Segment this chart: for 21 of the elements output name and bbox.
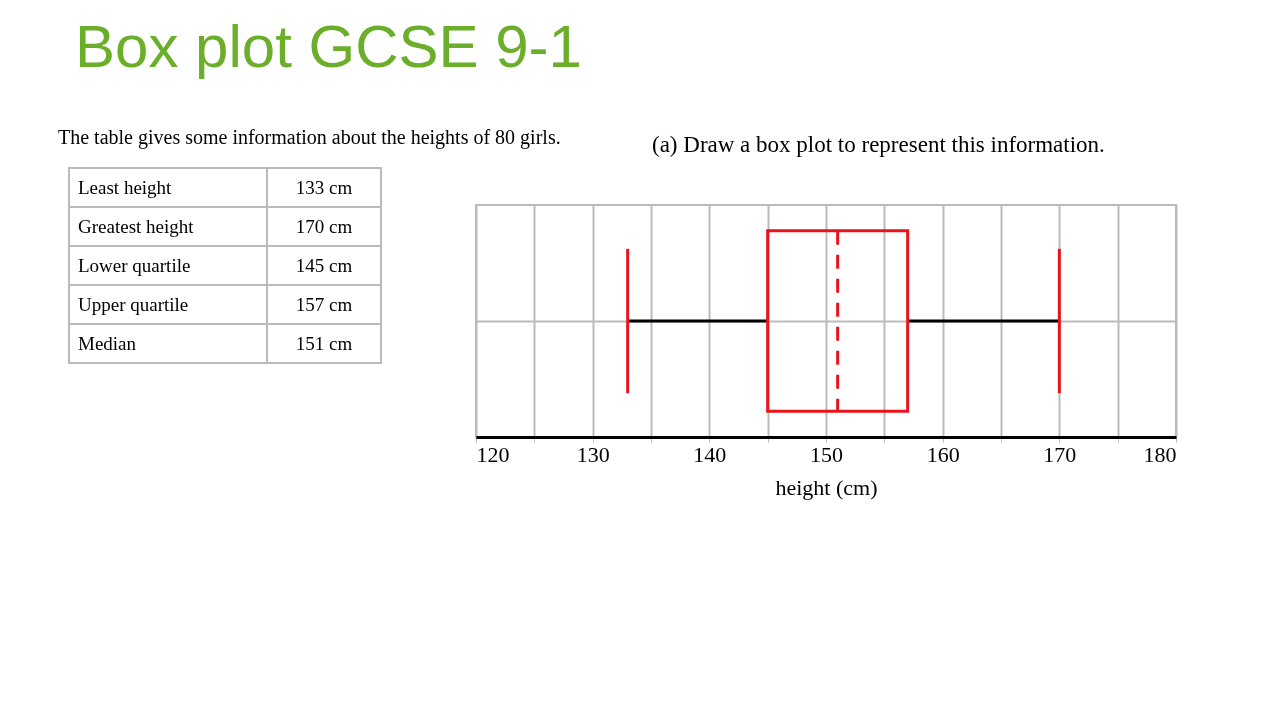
text: 157 cm bbox=[267, 285, 381, 324]
x-tick-label: 140 bbox=[693, 441, 727, 467]
x-axis-title: height (cm) bbox=[775, 474, 878, 500]
text: 170 cm bbox=[267, 207, 381, 246]
x-tick-label: 130 bbox=[576, 441, 610, 467]
text: The table gives some information about the heights of 80 girls. bbox=[58, 126, 561, 149]
chart-title: Box plot GCSE 9-1 bbox=[75, 12, 582, 81]
text: Upper quartile bbox=[69, 285, 267, 324]
x-tick-label: 120 bbox=[476, 441, 510, 467]
text: Greatest height bbox=[69, 207, 267, 246]
x-tick-label: 150 bbox=[810, 441, 843, 467]
x-tick-label: 180 bbox=[1143, 441, 1177, 467]
text: (a) Draw a box plot to represent this information. bbox=[652, 132, 1105, 158]
text: 151 cm bbox=[267, 324, 381, 363]
x-tick-label: 170 bbox=[1043, 441, 1077, 467]
text: Lower quartile bbox=[69, 246, 267, 285]
text: Least height bbox=[69, 168, 267, 207]
x-tick-label: 160 bbox=[926, 441, 960, 467]
text: Median bbox=[69, 324, 267, 363]
text: 133 cm bbox=[267, 168, 381, 207]
text: 145 cm bbox=[267, 246, 381, 285]
